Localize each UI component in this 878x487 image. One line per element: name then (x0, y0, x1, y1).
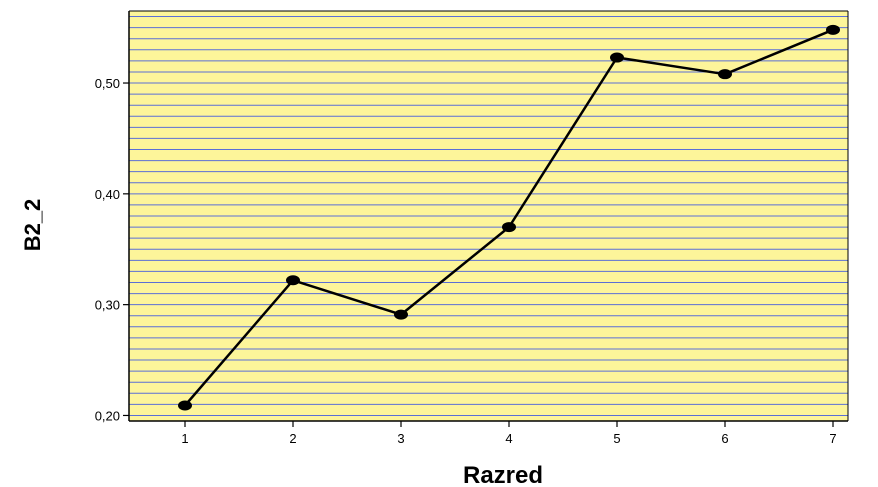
y-tick-label: 0,50 (95, 76, 120, 91)
x-tick-label: 5 (613, 431, 620, 446)
y-tick-label: 0,40 (95, 187, 120, 202)
y-tick-label: 0,20 (95, 408, 120, 423)
data-point (718, 69, 732, 80)
data-point (178, 400, 192, 411)
y-tick-label: 0,30 (95, 298, 120, 313)
data-point (394, 309, 408, 320)
y-ticks: 0,20 0,30 0,40 0,50 (95, 76, 129, 423)
data-points (178, 24, 840, 411)
data-point (610, 52, 624, 63)
data-point (286, 275, 300, 286)
x-tick-label: 3 (397, 431, 404, 446)
x-axis-title: Razred (463, 462, 543, 487)
y-axis-title: B2_2 (20, 199, 45, 252)
x-ticks: 1 2 3 4 5 6 7 (181, 421, 837, 446)
axes (128, 10, 849, 422)
x-tick-label: 7 (829, 431, 836, 446)
x-tick-label: 2 (289, 431, 296, 446)
x-tick-label: 6 (721, 431, 728, 446)
data-point (502, 222, 516, 233)
data-point (826, 24, 840, 35)
grid-lines (129, 16, 848, 416)
x-tick-label: 4 (505, 431, 512, 446)
x-tick-label: 1 (181, 431, 188, 446)
